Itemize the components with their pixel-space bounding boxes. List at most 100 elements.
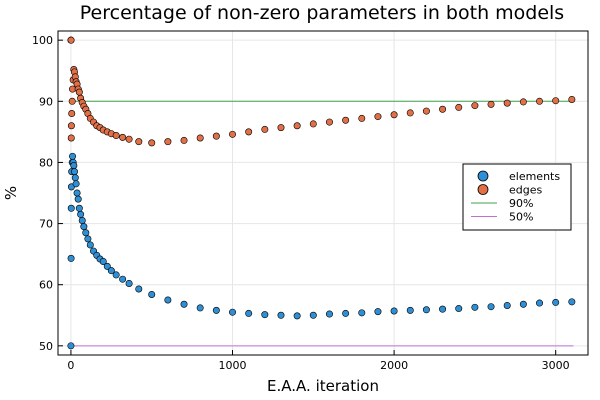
data-point-elements xyxy=(69,152,77,160)
data-point-elements xyxy=(74,195,82,203)
data-point-edges xyxy=(180,136,188,144)
data-point-elements xyxy=(439,305,447,313)
data-point-edges xyxy=(406,109,414,117)
data-point-edges xyxy=(439,105,447,113)
data-point-edges xyxy=(568,95,576,103)
data-point-edges xyxy=(212,132,220,140)
data-point-elements xyxy=(342,309,350,317)
data-point-edges xyxy=(552,97,560,105)
data-point-elements xyxy=(325,310,333,318)
data-point-edges xyxy=(536,97,544,105)
data-point-edges xyxy=(148,139,156,147)
data-point-elements xyxy=(82,229,90,237)
y-tick-label: 100 xyxy=(32,34,53,47)
data-point-edges xyxy=(229,130,237,138)
data-point-elements xyxy=(73,189,81,197)
data-point-edges xyxy=(293,122,301,130)
data-point-elements xyxy=(309,311,317,319)
data-point-edges xyxy=(164,138,172,146)
data-point-elements xyxy=(148,290,156,298)
legend-label: edges xyxy=(509,184,543,197)
data-point-elements xyxy=(70,161,78,169)
data-point-elements xyxy=(293,312,301,320)
data-point-elements xyxy=(487,303,495,311)
data-point-elements xyxy=(103,262,111,270)
x-tick-label: 0 xyxy=(67,359,74,372)
data-point-elements xyxy=(86,241,94,249)
data-point-edges xyxy=(471,102,479,110)
data-point-edges xyxy=(390,111,398,119)
data-point-elements xyxy=(536,299,544,307)
data-point-edges xyxy=(487,100,495,108)
data-point-edges xyxy=(67,36,75,44)
data-point-elements xyxy=(196,304,204,312)
data-point-elements xyxy=(135,285,143,293)
data-point-edges xyxy=(68,110,76,118)
data-point-edges xyxy=(358,114,366,122)
data-point-elements xyxy=(261,311,269,319)
data-point-elements xyxy=(84,235,92,243)
data-point-elements xyxy=(119,275,127,283)
data-point-edges xyxy=(342,116,350,124)
y-tick-label: 50 xyxy=(39,340,53,353)
data-point-edges xyxy=(422,107,430,115)
data-point-elements xyxy=(78,217,86,225)
data-point-elements xyxy=(390,307,398,315)
data-point-elements xyxy=(229,308,237,316)
legend-label: 90% xyxy=(509,197,533,210)
legend-marker xyxy=(477,170,489,182)
data-point-edges xyxy=(196,134,204,142)
x-tick-label: 3000 xyxy=(542,359,570,372)
data-point-elements xyxy=(455,305,463,313)
data-point-elements xyxy=(67,342,75,350)
data-point-elements xyxy=(406,306,414,314)
ticks: 0 1000 2000 3000 50 60 70 80 90 100 xyxy=(32,34,570,372)
data-point-edges xyxy=(374,113,382,121)
data-point-elements xyxy=(245,309,253,317)
data-point-edges xyxy=(67,134,75,142)
data-point-elements xyxy=(180,300,188,308)
x-axis-label: E.A.A. iteration xyxy=(267,377,379,395)
data-point-elements xyxy=(422,306,430,314)
data-point-edges xyxy=(125,135,133,143)
data-point-elements xyxy=(125,279,133,287)
data-point-edges xyxy=(67,122,75,130)
data-point-elements xyxy=(80,223,88,231)
data-point-edges xyxy=(135,138,143,146)
data-point-edges xyxy=(503,99,511,107)
data-point-elements xyxy=(212,306,220,314)
data-point-edges xyxy=(455,103,463,111)
data-point-edges xyxy=(112,132,120,140)
data-point-elements xyxy=(71,174,79,182)
series-layer xyxy=(67,36,576,350)
data-point-elements xyxy=(77,210,85,218)
data-point-edges xyxy=(309,120,317,128)
data-point-elements xyxy=(72,180,80,188)
data-point-elements xyxy=(374,308,382,316)
y-axis-label: % xyxy=(2,186,20,200)
data-point-elements xyxy=(503,301,511,309)
data-point-elements xyxy=(99,257,107,265)
data-point-edges xyxy=(277,124,285,132)
data-point-elements xyxy=(112,271,120,279)
data-point-edges xyxy=(245,128,253,136)
x-tick-label: 2000 xyxy=(380,359,408,372)
data-point-elements xyxy=(277,311,285,319)
data-point-elements xyxy=(568,298,576,306)
data-point-elements xyxy=(67,254,75,262)
y-tick-label: 70 xyxy=(39,218,53,231)
data-point-elements xyxy=(471,303,479,311)
legend-label: elements xyxy=(509,170,560,183)
data-point-edges xyxy=(75,88,83,96)
data-point-elements xyxy=(107,267,115,275)
y-tick-label: 80 xyxy=(39,156,53,169)
data-point-edges xyxy=(519,98,527,106)
data-point-edges xyxy=(261,125,269,133)
x-tick-label: 1000 xyxy=(219,359,247,372)
data-point-edges xyxy=(325,118,333,126)
chart-title: Percentage of non-zero parameters in bot… xyxy=(80,2,564,24)
legend-label: 50% xyxy=(509,211,533,224)
data-point-elements xyxy=(358,309,366,317)
